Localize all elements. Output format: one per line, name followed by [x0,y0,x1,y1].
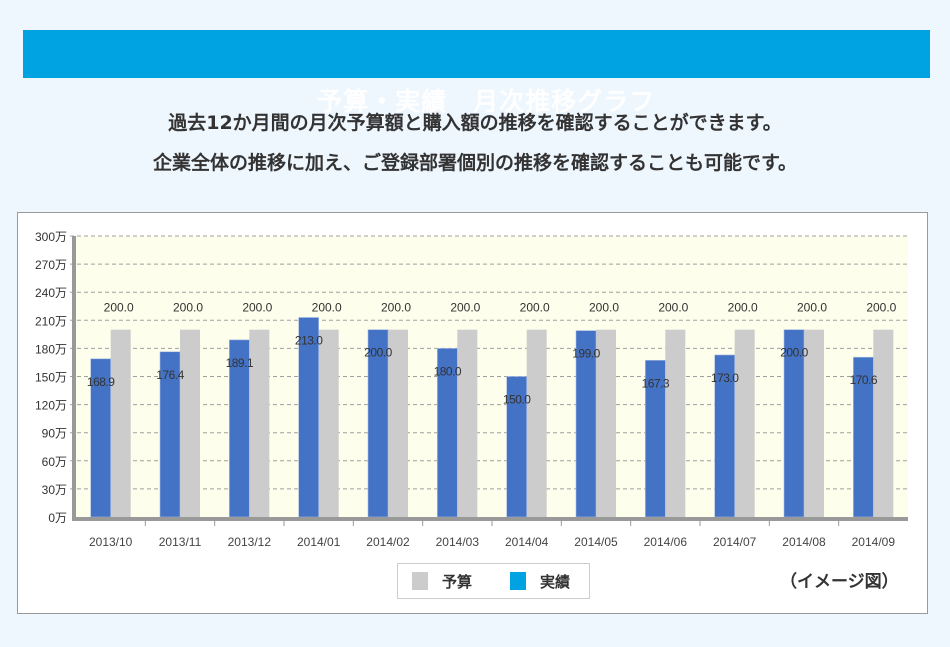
legend-swatch-budget [412,572,428,590]
data-label-budget: 200.0 [242,301,272,315]
data-label-actual: 200.0 [364,346,392,360]
y-tick-label: 90万 [42,427,67,441]
page-title-banner: 予算・実績 月次推移グラフ [23,30,930,116]
x-tick-label: 2013/10 [89,535,133,549]
data-label-actual: 199.0 [572,347,600,361]
data-label-budget: 200.0 [589,301,619,315]
data-label-actual: 150.0 [503,393,531,407]
data-label-budget: 200.0 [312,301,342,315]
x-tick-label: 2014/02 [366,535,410,549]
y-tick-label: 150万 [35,371,67,385]
bar-budget [526,329,547,517]
data-label-budget: 200.0 [797,301,827,315]
page-title: 予算・実績 月次推移グラフ [317,87,656,116]
bar-budget [180,329,200,517]
x-tick-label: 2014/04 [505,535,549,549]
y-tick-label: 180万 [35,342,67,356]
bar-budget [665,329,686,517]
bar-budget [388,329,408,517]
data-label-budget: 200.0 [728,301,758,315]
x-tick-label: 2013/12 [228,535,272,549]
x-axis-line [72,517,908,521]
bar-budget [457,329,478,517]
x-tick-label: 2014/01 [297,535,341,549]
bar-budget [249,329,270,517]
y-tick-label: 0万 [48,511,67,525]
data-label-actual: 168.9 [87,375,115,389]
description-line-2: 企業全体の推移に加え、ご登録部署個別の推移を確認することも可能です。 [152,152,798,174]
y-tick-label: 300万 [35,230,67,244]
x-tick-label: 2014/06 [644,535,688,549]
bar-budget [734,329,755,517]
bar-budget [318,329,339,517]
y-axis-line [72,236,76,521]
data-label-actual: 173.0 [711,371,739,385]
data-label-actual: 167.3 [642,376,670,390]
data-label-budget: 200.0 [381,301,411,315]
bar-budget [873,329,894,517]
data-label-budget: 200.0 [520,301,550,315]
legend-label-budget: 予算 [442,572,473,591]
data-label-budget: 200.0 [173,301,203,315]
x-tick-label: 2013/11 [159,535,202,549]
data-label-actual: 176.4 [156,368,184,382]
data-label-actual: 180.0 [434,364,462,378]
data-label-actual: 213.0 [295,333,323,347]
data-label-actual: 189.1 [226,356,254,370]
data-label-actual: 200.0 [780,346,808,360]
y-tick-label: 270万 [35,258,67,272]
legend-label-actual: 実績 [540,572,571,591]
y-tick-label: 60万 [42,455,67,469]
legend-swatch-actual [510,572,527,590]
image-note: （イメージ図） [780,572,899,592]
x-tick-label: 2014/09 [852,535,896,549]
y-tick-label: 240万 [35,286,67,300]
x-tick-label: 2014/03 [436,535,480,549]
data-label-budget: 200.0 [450,301,480,315]
data-label-budget: 200.0 [104,301,134,315]
chart-legend: 予算 実績 [397,563,590,599]
x-tick-label: 2014/07 [713,535,757,549]
bar-budget [596,329,616,517]
data-label-budget: 200.0 [658,301,688,315]
data-label-budget: 200.0 [866,301,896,315]
x-tick-label: 2014/05 [574,535,618,549]
y-tick-label: 210万 [35,314,67,328]
data-label-actual: 170.6 [850,373,878,387]
x-tick-label: 2014/08 [782,535,826,549]
bar-budget [110,329,131,517]
y-tick-label: 30万 [42,483,67,497]
y-tick-label: 120万 [35,399,67,413]
description-line-1: 過去12か月間の月次予算額と購入額の推移を確認することができます。 [168,112,782,134]
bar-budget [804,329,824,517]
